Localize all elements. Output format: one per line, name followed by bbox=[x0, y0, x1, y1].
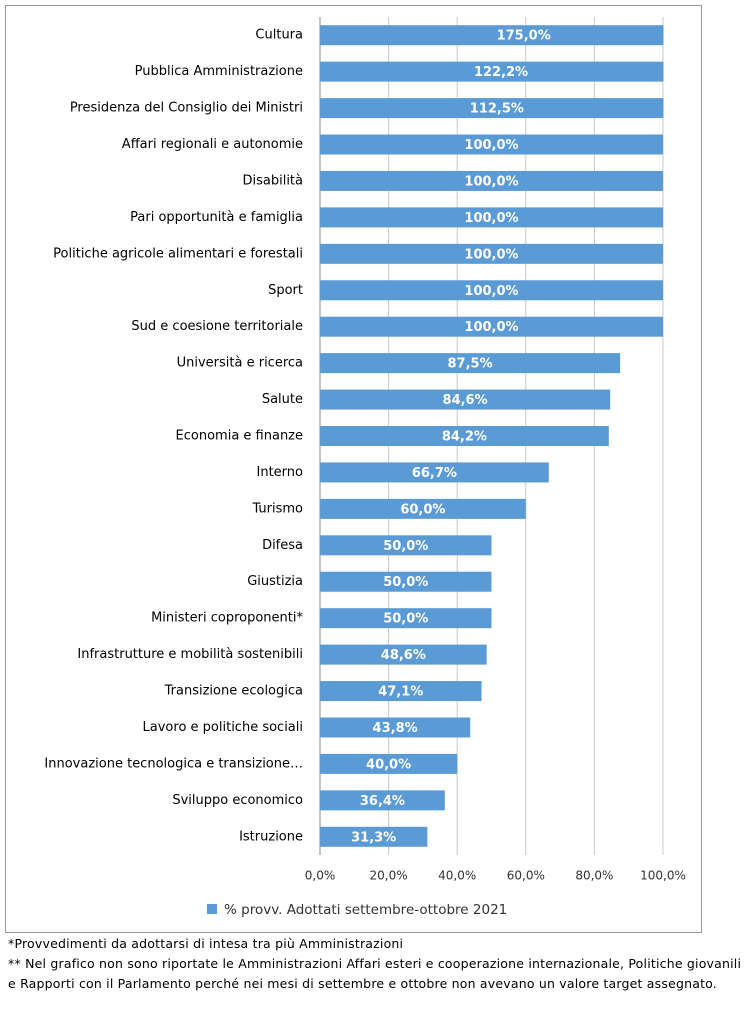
bar bbox=[320, 753, 458, 774]
x-tick-label: 0,0% bbox=[305, 869, 336, 883]
value-label: 50,0% bbox=[383, 575, 428, 590]
bar bbox=[320, 498, 526, 519]
value-label: 100,0% bbox=[464, 138, 518, 153]
y-tick-label: Transizione ecologica bbox=[164, 684, 303, 699]
bar bbox=[320, 134, 663, 155]
y-tick-label: Sud e coesione territoriale bbox=[131, 319, 303, 334]
x-tick-label: 100,0% bbox=[640, 869, 686, 883]
value-label: 112,5% bbox=[470, 102, 524, 117]
bar bbox=[320, 61, 664, 82]
bar bbox=[320, 98, 664, 119]
bar bbox=[320, 243, 663, 264]
y-tick-label: Politiche agricole alimentari e forestal… bbox=[53, 246, 303, 261]
bar bbox=[320, 353, 621, 374]
value-label: 100,0% bbox=[464, 211, 518, 226]
bar bbox=[320, 790, 445, 811]
bar bbox=[320, 681, 482, 702]
value-label: 47,1% bbox=[378, 685, 423, 700]
x-tick-label: 80,0% bbox=[575, 869, 613, 883]
y-tick-label: Affari regionali e autonomie bbox=[122, 137, 303, 152]
value-label: 36,4% bbox=[360, 794, 405, 809]
y-tick-label: Pubblica Amministrazione bbox=[135, 64, 303, 79]
bar bbox=[320, 426, 609, 446]
y-tick-label: Istruzione bbox=[239, 829, 303, 844]
value-label: 66,7% bbox=[412, 466, 457, 481]
value-label: 100,0% bbox=[464, 320, 518, 335]
bar bbox=[320, 207, 663, 228]
y-tick-label: Presidenza del Consiglio dei Ministri bbox=[70, 101, 303, 116]
bar bbox=[320, 170, 663, 191]
value-label: 175,0% bbox=[497, 29, 551, 44]
value-label: 100,0% bbox=[464, 284, 518, 299]
y-tick-label: Infrastrutture e mobilità sostenibili bbox=[77, 647, 303, 662]
y-tick-label: Ministeri coproponenti* bbox=[151, 611, 303, 626]
value-label: 50,0% bbox=[383, 612, 428, 627]
value-label: 100,0% bbox=[464, 174, 518, 189]
x-tick-label: 40,0% bbox=[438, 869, 476, 883]
footnote: ** Nel grafico non sono riportate le Amm… bbox=[8, 956, 742, 991]
value-label: 50,0% bbox=[383, 539, 428, 554]
bar bbox=[320, 644, 487, 665]
bar bbox=[320, 826, 428, 847]
chart: 0,0% 20,0% 40,0% 60,0% 80,0% 100,0% Cultura Pub… bbox=[5, 5, 702, 933]
x-tick-label: 60,0% bbox=[507, 869, 545, 883]
value-label: 48,6% bbox=[381, 648, 426, 663]
y-tick-label: Pari opportunità e famiglia bbox=[130, 210, 303, 225]
y-tick-label: Difesa bbox=[262, 538, 303, 553]
bar bbox=[320, 389, 611, 410]
bar bbox=[320, 608, 492, 629]
value-label: 31,3% bbox=[351, 830, 396, 845]
value-label: 87,5% bbox=[448, 357, 493, 372]
y-tick-label: Università e ricerca bbox=[177, 356, 303, 371]
y-tick-label: Giustizia bbox=[247, 574, 303, 589]
bar bbox=[320, 571, 492, 592]
y-tick-label: Disabilità bbox=[242, 173, 303, 188]
value-label: 84,2% bbox=[442, 430, 487, 445]
y-tick-label: Cultura bbox=[255, 28, 303, 43]
y-tick-label: Lavoro e politiche sociali bbox=[143, 720, 303, 735]
bar bbox=[320, 25, 664, 46]
bar bbox=[320, 462, 549, 483]
y-tick-label: Sport bbox=[268, 283, 303, 298]
legend-swatch bbox=[207, 904, 217, 914]
footnote: *Provvedimenti da adottarsi di intesa tr… bbox=[8, 936, 404, 951]
value-label: 43,8% bbox=[373, 721, 418, 736]
bar bbox=[320, 316, 663, 337]
value-label: 84,6% bbox=[443, 393, 488, 408]
bar bbox=[320, 280, 663, 301]
value-label: 60,0% bbox=[400, 502, 445, 517]
bar bbox=[320, 535, 492, 556]
y-tick-label: Innovazione tecnologica e transizione… bbox=[44, 756, 303, 771]
legend-label: % provv. Adottati settembre-ottobre 2021 bbox=[224, 902, 507, 918]
y-tick-label: Interno bbox=[257, 465, 304, 480]
value-label: 122,2% bbox=[474, 65, 528, 80]
bar bbox=[320, 717, 471, 738]
x-tick-label: 20,0% bbox=[370, 869, 408, 883]
y-tick-label: Sviluppo economico bbox=[172, 793, 303, 808]
y-tick-label: Turismo bbox=[251, 501, 303, 516]
y-tick-label: Economia e finanze bbox=[176, 429, 303, 444]
y-tick-label: Salute bbox=[262, 392, 303, 407]
value-label: 100,0% bbox=[464, 247, 518, 262]
value-label: 40,0% bbox=[366, 757, 411, 772]
